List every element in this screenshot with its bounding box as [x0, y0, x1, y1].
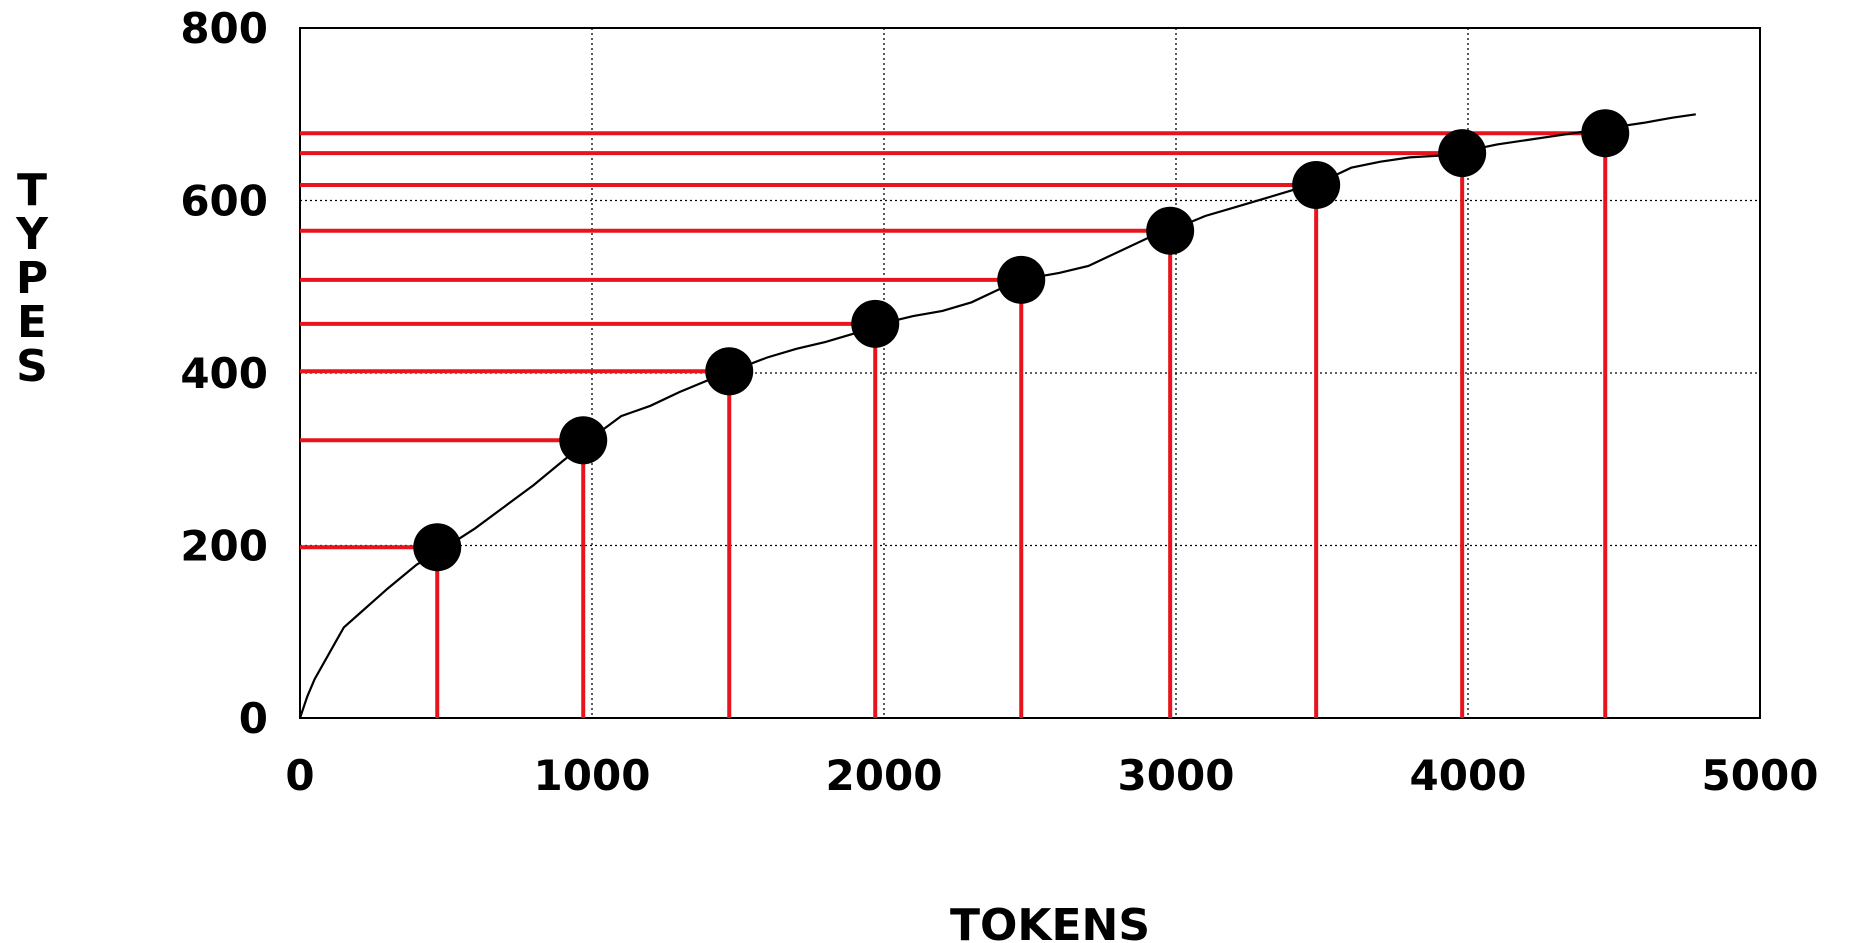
x-tick-label: 5000 — [1702, 751, 1819, 800]
x-tick-label: 2000 — [826, 751, 943, 800]
sample-markers — [413, 109, 1630, 572]
y-axis-title-letter: Y — [15, 209, 49, 260]
sample-marker — [997, 255, 1046, 304]
sample-marker — [1581, 109, 1630, 158]
y-tick-label: 600 — [180, 177, 268, 226]
sample-marker — [1292, 160, 1341, 209]
x-axis-title: TOKENS — [950, 900, 1150, 943]
sample-marker — [559, 416, 608, 465]
y-tick-label: 0 — [239, 694, 268, 743]
sample-marker — [705, 347, 754, 396]
sample-marker — [413, 523, 462, 572]
y-axis-title-letter: T — [17, 165, 47, 216]
sample-marker — [1146, 206, 1195, 255]
x-tick-label: 3000 — [1118, 751, 1235, 800]
x-tick-label: 4000 — [1410, 751, 1527, 800]
x-tick-label: 0 — [285, 751, 314, 800]
y-axis-title-letter: E — [17, 297, 47, 348]
sample-marker — [851, 299, 900, 348]
y-tick-labels: 0 200 400 600 800 — [180, 4, 268, 743]
y-axis-title-letter: P — [16, 253, 48, 304]
y-tick-label: 800 — [180, 4, 268, 53]
y-tick-label: 400 — [180, 349, 268, 398]
x-tick-labels: 0 1000 2000 3000 4000 5000 — [285, 751, 1818, 800]
types-curve — [298, 113, 1696, 719]
red-guide-lines — [300, 131, 1608, 718]
y-axis-title-letter: S — [16, 341, 48, 392]
sample-marker — [1438, 129, 1487, 178]
y-tick-label: 200 — [180, 522, 268, 571]
x-tick-label: 1000 — [534, 751, 651, 800]
